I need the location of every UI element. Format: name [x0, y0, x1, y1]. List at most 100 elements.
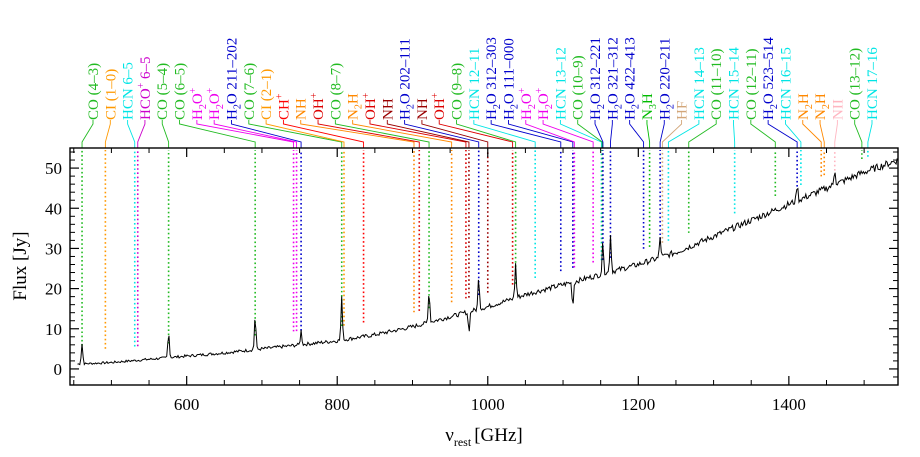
line-connector — [179, 120, 256, 148]
line-label: HF — [675, 101, 691, 120]
line-connector — [610, 120, 613, 148]
y-axis-label: Flux [Jy] — [10, 231, 31, 300]
line-label: H2O+ — [534, 87, 555, 120]
line-connector — [334, 120, 430, 148]
y-tick-label: 40 — [45, 199, 62, 218]
x-axis-label: νrest [GHz] — [445, 425, 522, 449]
connector-lines — [81, 120, 873, 148]
line-connector — [688, 120, 717, 148]
line-connector — [317, 120, 420, 148]
line-connector — [577, 120, 603, 148]
line-connector — [196, 120, 295, 148]
line-connector — [104, 120, 111, 148]
line-label: NII — [830, 99, 846, 120]
line-label: NH — [380, 98, 396, 120]
line-label: H2O 111–000 — [501, 38, 520, 120]
line-label: N2H — [813, 93, 832, 120]
line-label: N2H — [346, 93, 365, 120]
line-label: HCN 13–12 — [553, 47, 569, 120]
line-connector — [542, 120, 594, 148]
line-connector — [525, 120, 575, 148]
axis-ticks — [70, 148, 898, 385]
line-label: CO (4–3) — [86, 63, 102, 120]
line-connector — [421, 120, 489, 148]
line-label: HCO+ 6–5 — [136, 56, 154, 120]
line-connector — [248, 120, 343, 148]
line-label: H2O+ — [517, 87, 538, 120]
line-connector — [594, 120, 604, 148]
line-label: H2O 202–111 — [398, 38, 417, 120]
line-connector — [386, 120, 470, 148]
line-label: NH — [294, 98, 310, 120]
line-connector — [404, 120, 480, 148]
line-label: H2O 211–202 — [224, 38, 243, 120]
line-connector — [834, 120, 838, 148]
y-tick-label: 50 — [45, 159, 62, 178]
line-label: OH+ — [361, 92, 379, 120]
line-connector — [767, 120, 798, 148]
line-label: CO (11–10) — [709, 48, 725, 120]
x-tick-label: 1000 — [471, 395, 505, 414]
line-connector — [784, 120, 802, 148]
line-connector — [369, 120, 467, 148]
y-tick-label: 10 — [45, 320, 62, 339]
line-connector — [352, 120, 453, 148]
line-label: H2O 321–312 — [605, 37, 624, 120]
line-connector — [231, 120, 302, 148]
line-connector — [508, 120, 574, 148]
line-connector — [867, 120, 873, 148]
line-connector — [81, 120, 94, 148]
line-connector — [161, 120, 170, 148]
line-label: N3H — [640, 93, 659, 120]
line-label: CO (5–4) — [155, 63, 171, 120]
line-connector — [559, 120, 602, 148]
plot-frame — [69, 147, 899, 386]
line-label: H2O+ — [188, 87, 209, 120]
y-tick-label: 30 — [45, 239, 62, 258]
line-label: H2O 220–211 — [657, 38, 676, 120]
line-label: CO (12–11) — [744, 48, 760, 120]
line-connector — [490, 120, 562, 148]
line-connector — [802, 120, 822, 148]
line-label: CO (9–8) — [450, 63, 466, 120]
line-label: H2O 422–413 — [623, 37, 642, 120]
line-label: N2H — [796, 93, 815, 120]
line-connector — [265, 120, 345, 148]
x-tick-label: 1400 — [772, 395, 806, 414]
x-tick-label: 600 — [174, 395, 200, 414]
line-connector — [127, 120, 136, 148]
line-connector — [456, 120, 517, 148]
line-connector — [282, 120, 365, 148]
line-label: HCN 15–14 — [727, 47, 743, 120]
line-label: HCN 12–11 — [467, 48, 483, 120]
line-label: HCN 17–16 — [865, 47, 881, 120]
line-label: CO (13–12) — [848, 48, 864, 120]
line-connector — [667, 120, 700, 148]
line-connector — [300, 120, 415, 148]
line-connector — [629, 120, 645, 148]
line-label: HCN 6–5 — [121, 62, 137, 120]
line-label: H2O+ — [205, 87, 226, 120]
line-label: CO (8–7) — [328, 63, 344, 120]
line-label: NH — [415, 98, 431, 120]
line-label: CO (7–6) — [242, 63, 258, 120]
line-label: CH+ — [274, 93, 292, 120]
spectrum-line — [77, 158, 898, 366]
line-label: CI (2–1) — [259, 69, 275, 120]
line-connector — [750, 120, 776, 148]
line-label: CI (1–0) — [103, 69, 119, 120]
line-connector — [646, 120, 651, 148]
line-connector — [661, 120, 683, 148]
line-label: H2O 312–303 — [484, 37, 503, 120]
line-label: OH+ — [309, 92, 327, 120]
x-tick-label: 1200 — [621, 395, 655, 414]
line-connector — [659, 120, 665, 148]
axis-tick-labels: 600 800 1000 1200 1400 0 10 20 30 40 50 — [45, 159, 806, 414]
line-connector — [819, 120, 825, 148]
y-tick-label: 0 — [54, 360, 63, 379]
line-connector — [213, 120, 298, 148]
line-connector — [733, 120, 736, 148]
